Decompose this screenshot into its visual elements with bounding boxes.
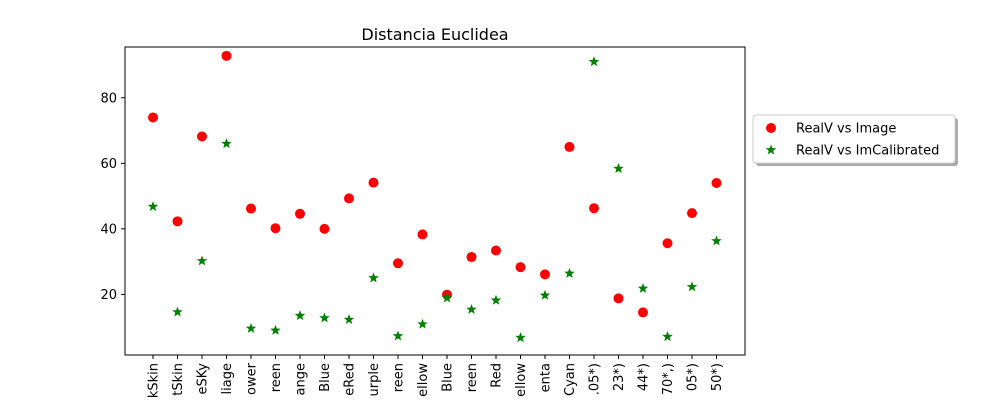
data-point (246, 203, 256, 214)
x-tick-label: ellow (416, 363, 431, 397)
plot-frame (124, 46, 746, 356)
data-point (687, 208, 697, 219)
data-point (343, 314, 355, 325)
x-tick-label: ange (294, 363, 309, 395)
x-tick-label: 70*,) (661, 363, 676, 395)
series-layer (147, 50, 722, 343)
chart-title: Distancia Euclidea (361, 25, 508, 44)
data-point (686, 281, 698, 292)
data-point (588, 56, 600, 67)
x-tick-label: enta (539, 363, 554, 392)
x-tick-label: eSKy (196, 363, 211, 395)
data-point (540, 269, 550, 280)
x-tick-label: liage (220, 363, 235, 394)
x-tick-label: 44*) (637, 363, 652, 391)
x-axis: kSkin tSkin eSKy liage ower reen ange Blue eRed u… (147, 355, 725, 398)
data-point (319, 223, 330, 234)
data-point (515, 332, 526, 343)
data-point (564, 141, 575, 152)
data-point (147, 201, 159, 212)
data-point (392, 330, 404, 341)
data-point (491, 245, 501, 256)
legend-box (752, 114, 956, 164)
data-point (393, 258, 403, 269)
data-point (196, 255, 208, 266)
x-tick-label: Cyan (563, 363, 578, 396)
x-tick-label: reen (465, 363, 480, 392)
data-point (589, 203, 599, 214)
x-tick-label: reen (269, 363, 284, 392)
x-tick-label: 23*) (612, 363, 627, 391)
plot-area (124, 46, 746, 356)
legend-marker (766, 123, 776, 133)
data-point (245, 322, 257, 333)
data-point (221, 50, 232, 61)
y-tick-label: 80 (100, 91, 117, 106)
data-point (295, 208, 305, 219)
data-point (344, 193, 354, 204)
legend-label: RealV vs Image (796, 122, 896, 137)
data-point (662, 238, 673, 249)
x-tick-label: ellow (514, 363, 529, 397)
data-point (441, 292, 453, 303)
x-tick-label: kSkin (147, 363, 162, 398)
data-point (368, 177, 379, 188)
data-point (490, 294, 502, 305)
x-tick-label: reen (392, 363, 407, 392)
data-point (613, 293, 624, 304)
data-point (270, 223, 281, 234)
data-point (172, 216, 183, 227)
legend-label: RealV vs ImCalibrated (796, 144, 939, 159)
data-point (539, 289, 551, 300)
legend-marker (765, 144, 777, 155)
x-tick-label: urple (367, 363, 382, 396)
data-point (270, 324, 281, 335)
data-point (466, 303, 477, 314)
data-point (294, 310, 306, 321)
series-2 (147, 56, 722, 343)
data-point (564, 267, 575, 278)
data-point (638, 307, 648, 318)
data-point (711, 177, 722, 188)
data-point (637, 282, 649, 293)
x-tick-label: .05*) (588, 363, 603, 395)
x-tick-label: ower (245, 362, 260, 395)
x-tick-label: 05*) (686, 363, 701, 391)
data-point (319, 312, 330, 323)
data-point (197, 131, 207, 142)
y-tick-label: 40 (100, 222, 117, 237)
x-tick-label: tSkin (171, 363, 186, 396)
y-axis: 20 40 60 80 (100, 91, 125, 303)
data-point (417, 229, 428, 240)
data-point (221, 138, 232, 149)
x-tick-label: 50*) (710, 363, 725, 391)
data-point (172, 306, 183, 317)
x-tick-label: eRed (343, 363, 358, 396)
y-tick-label: 20 (100, 288, 117, 303)
legend: RealV vs Image RealV vs ImCalibrated (752, 114, 958, 166)
x-tick-label: Red (490, 363, 505, 388)
series-1 (148, 50, 722, 318)
data-point (711, 235, 722, 246)
data-point (368, 272, 379, 283)
data-point (148, 112, 158, 123)
data-point (515, 262, 526, 273)
y-tick-label: 60 (100, 157, 117, 172)
data-point (613, 163, 624, 174)
x-tick-label: Blue (318, 363, 333, 392)
data-point (662, 331, 673, 342)
data-point (417, 318, 428, 329)
x-tick-label: Blue (441, 363, 456, 392)
data-point (466, 252, 477, 263)
